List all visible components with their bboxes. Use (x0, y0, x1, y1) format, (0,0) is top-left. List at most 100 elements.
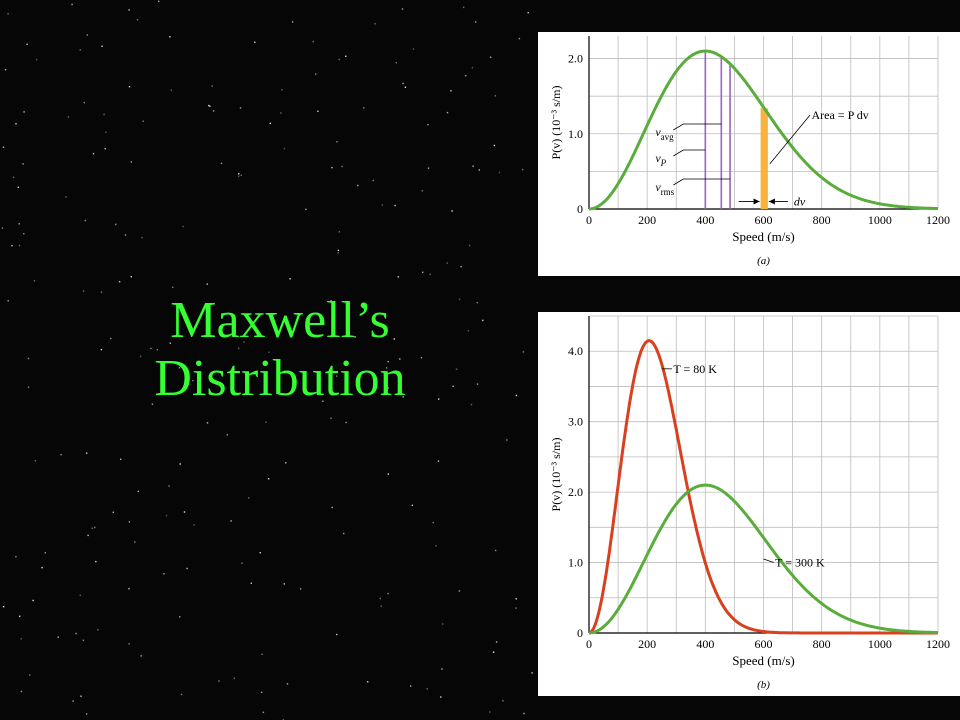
star (12, 176, 15, 178)
star (7, 13, 9, 15)
star (289, 278, 291, 280)
star (402, 396, 404, 398)
star (460, 265, 462, 268)
star (169, 342, 171, 344)
star (446, 262, 448, 264)
star (338, 58, 340, 61)
star (32, 599, 34, 602)
star (315, 73, 317, 75)
star (446, 111, 449, 114)
star (239, 107, 242, 109)
star (186, 567, 188, 570)
marker-leader-line (673, 123, 722, 131)
star (422, 271, 424, 273)
star (34, 460, 37, 462)
star (238, 347, 240, 350)
star (429, 273, 431, 276)
star (286, 683, 289, 685)
star (380, 605, 382, 607)
star (269, 122, 271, 125)
star (212, 110, 215, 112)
star (458, 590, 461, 592)
marker-label-rms: vrms (655, 180, 674, 197)
star (337, 249, 340, 252)
star (17, 186, 19, 188)
star (531, 672, 533, 674)
star (523, 712, 525, 715)
star (80, 695, 82, 697)
star (410, 685, 412, 687)
star (450, 90, 452, 92)
star (86, 34, 88, 36)
star (379, 597, 381, 600)
chart-a-y-axis-label: P(v) (10⁻³ s/m) (549, 86, 563, 160)
star (338, 231, 340, 233)
star (19, 615, 21, 617)
marker-leader-line (673, 178, 731, 186)
star (87, 534, 89, 537)
star (337, 252, 339, 254)
chart-b-annotations: T = 80 K T = 300 K (661, 362, 825, 570)
x-tick-label: 200 (638, 213, 656, 227)
star (438, 398, 440, 400)
x-tick-label: 800 (813, 637, 831, 651)
star (20, 638, 22, 640)
star (283, 147, 286, 150)
star (502, 700, 504, 702)
star (458, 298, 461, 300)
star (452, 385, 454, 387)
star (44, 552, 46, 554)
star (238, 175, 240, 177)
star (402, 82, 404, 85)
star (336, 141, 338, 143)
star (312, 40, 314, 43)
star (115, 223, 117, 226)
star (317, 110, 319, 112)
star (120, 458, 122, 460)
star (27, 386, 30, 388)
star (498, 171, 501, 174)
x-tick-label: 0 (586, 637, 592, 651)
star (397, 276, 399, 278)
star (7, 300, 9, 302)
star (100, 348, 103, 351)
star (285, 462, 287, 464)
star (462, 6, 465, 9)
star (82, 639, 85, 641)
star (15, 556, 17, 558)
star (248, 497, 250, 499)
star (476, 383, 479, 385)
star (94, 526, 96, 529)
series-line-80k (588, 339, 938, 635)
star (494, 95, 496, 97)
y-tick-label: 2.0 (568, 485, 583, 499)
marker-label-avg: vavg (655, 125, 674, 142)
x-tick-label: 600 (755, 637, 773, 651)
star (4, 69, 7, 71)
star (206, 422, 209, 424)
star (394, 204, 396, 207)
star (156, 349, 158, 351)
star (105, 131, 107, 133)
star (118, 281, 121, 283)
star (492, 651, 495, 653)
star (226, 434, 228, 436)
star (421, 190, 424, 192)
star (442, 623, 444, 625)
series-line-300k (588, 483, 939, 635)
star (437, 460, 440, 462)
star (330, 417, 332, 419)
chart-b: 0 200 400 600 800 1000 1200 0 1.0 2.0 3.0 4.0 Speed… (549, 315, 950, 691)
star (254, 41, 256, 43)
star (136, 19, 139, 21)
star (515, 394, 518, 397)
star (493, 144, 496, 147)
star (139, 355, 142, 358)
star (128, 9, 130, 11)
star (336, 633, 338, 636)
star (476, 302, 478, 304)
star (163, 573, 165, 575)
star (180, 693, 183, 696)
chart-panel-b: 0 200 400 600 800 1000 1200 0 1.0 2.0 3.0 4.0 Speed… (538, 312, 960, 696)
star (465, 75, 467, 77)
